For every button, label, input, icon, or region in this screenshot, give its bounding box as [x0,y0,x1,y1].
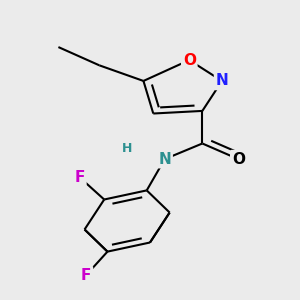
Text: F: F [74,170,85,185]
Text: F: F [81,268,92,283]
Text: O: O [232,152,245,166]
Text: H: H [122,142,132,155]
Text: N: N [158,152,171,166]
Text: N: N [216,74,228,88]
Text: O: O [183,52,196,68]
